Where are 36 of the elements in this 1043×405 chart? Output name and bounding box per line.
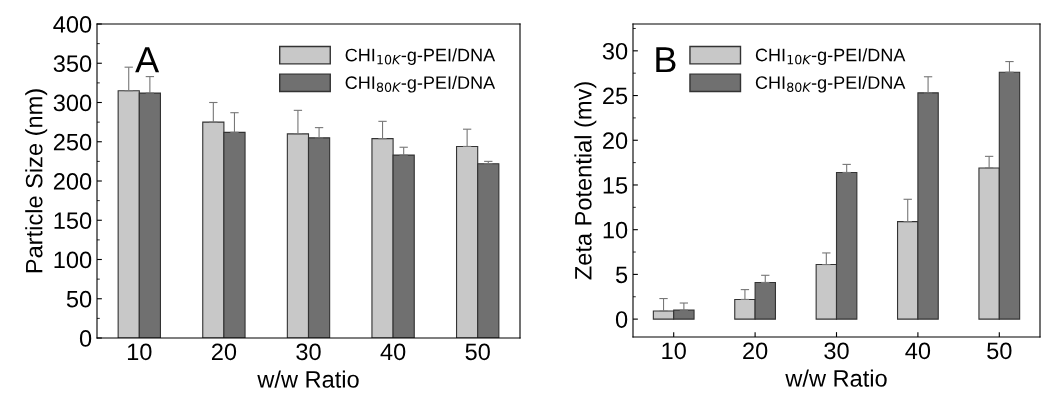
y-tick-label: 20 bbox=[603, 132, 628, 150]
x-tick-label: 10 bbox=[127, 343, 152, 361]
y-tick-label: 350 bbox=[53, 55, 92, 73]
legend-label: CHI$_{10K}$-g-PEI/DNA bbox=[345, 48, 496, 65]
y-tick-label: 100 bbox=[54, 251, 92, 269]
legend-label: CHI$_{80K}$-g-PEI/DNA bbox=[345, 75, 496, 93]
x-axis-title: w/w Ratio bbox=[257, 370, 359, 388]
x-tick-label: 40 bbox=[905, 342, 931, 360]
annotation: A bbox=[135, 47, 160, 73]
legend-label: CHI$_{80K}$-g-PEI/DNA bbox=[755, 75, 906, 93]
y-tick-label: 50 bbox=[66, 290, 92, 308]
y-tick-label: 15 bbox=[603, 177, 628, 194]
y-axis-title: Zeta Potential (mv) bbox=[574, 82, 597, 280]
y-tick-label: 30 bbox=[602, 42, 628, 60]
x-tick-label: 40 bbox=[380, 343, 406, 361]
annotation: B bbox=[656, 47, 676, 73]
x-tick-label: 20 bbox=[743, 342, 768, 360]
y-tick-label: 10 bbox=[603, 221, 628, 239]
y-tick-label: 250 bbox=[53, 133, 92, 151]
x-tick-label: 50 bbox=[987, 342, 1012, 360]
y-tick-label: 25 bbox=[603, 87, 628, 105]
x-tick-label: 20 bbox=[211, 343, 237, 361]
legend-label: CHI$_{10K}$-g-PEI/DNA bbox=[755, 48, 906, 65]
x-tick-label: 30 bbox=[296, 343, 321, 361]
y-tick-label: 0 bbox=[615, 311, 628, 328]
x-tick-label: 30 bbox=[824, 342, 849, 360]
x-tick-label: 50 bbox=[465, 343, 490, 361]
y-axis-title: Particle Size (nm) bbox=[25, 89, 48, 273]
y-tick-label: 300 bbox=[53, 94, 92, 112]
y-tick-label: 400 bbox=[53, 16, 92, 33]
x-tick-label: 10 bbox=[662, 342, 686, 360]
y-tick-label: 150 bbox=[54, 212, 92, 230]
y-tick-label: 0 bbox=[79, 330, 92, 347]
y-tick-label: 200 bbox=[53, 173, 92, 190]
x-axis-title: w/w Ratio bbox=[785, 369, 887, 387]
y-tick-label: 5 bbox=[615, 266, 628, 284]
